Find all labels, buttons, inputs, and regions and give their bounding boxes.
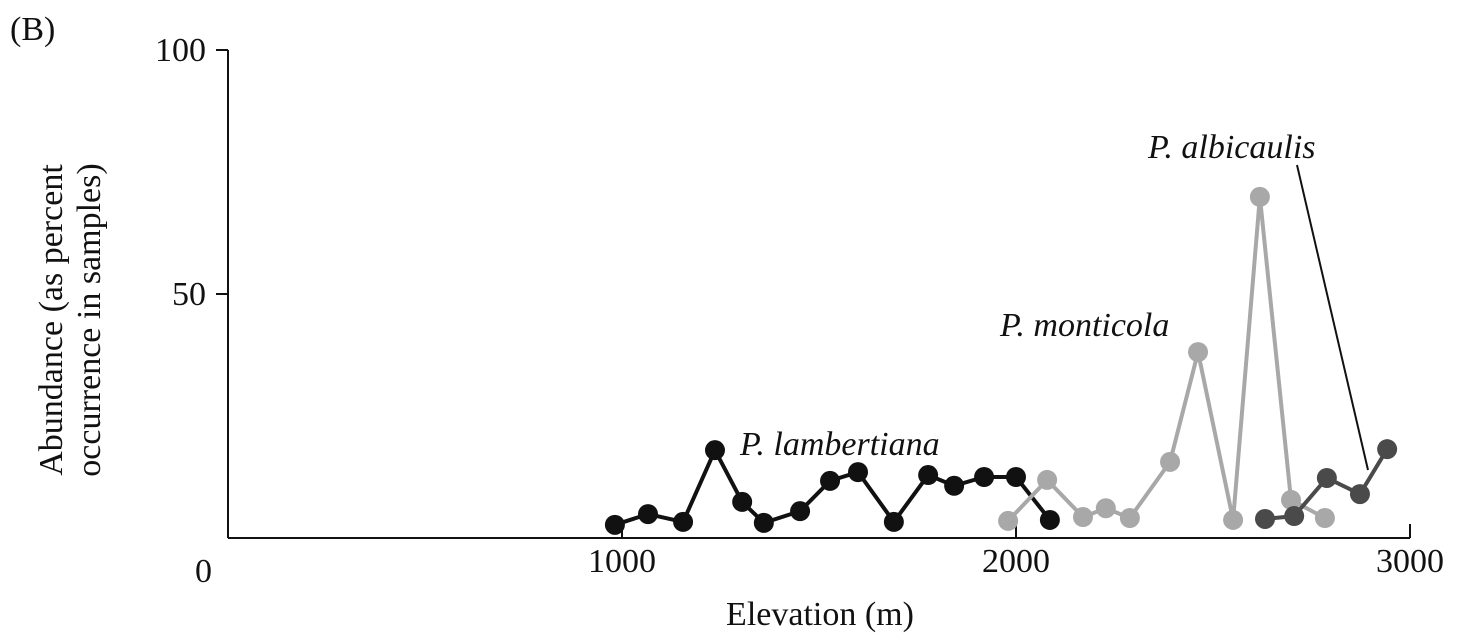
y-tick-label: 50 <box>172 276 206 313</box>
data-point <box>918 465 939 486</box>
data-point <box>1188 342 1209 363</box>
data-point <box>1072 507 1093 528</box>
data-point <box>753 512 774 533</box>
y-tick-label: 0 <box>195 553 212 590</box>
data-point <box>1284 506 1305 527</box>
leader-line <box>1296 164 1369 471</box>
data-point <box>974 467 995 487</box>
series-line <box>1006 196 1326 523</box>
y-axis-label-line: Abundance (as percent <box>33 164 70 476</box>
data-point <box>1281 489 1302 510</box>
data-point <box>638 504 659 525</box>
x-axis-label: Elevation (m) <box>726 596 914 633</box>
data-point <box>704 440 725 461</box>
data-point <box>820 470 841 491</box>
y-axis-label: Abundance (as percent occurrence in samp… <box>33 163 108 476</box>
data-point <box>1377 439 1398 460</box>
data-point <box>1006 467 1026 487</box>
y-axis-label-line: occurrence in samples) <box>71 163 108 476</box>
data-point <box>673 511 694 532</box>
series-annotation: P. monticola <box>999 307 1169 344</box>
data-point <box>1255 508 1276 529</box>
x-tick-label: 2000 <box>982 543 1050 580</box>
data-point <box>883 511 904 532</box>
y-tick-label: 100 <box>155 32 206 69</box>
panel-label: (B) <box>10 11 55 48</box>
x-tick-label: 1000 <box>588 543 656 580</box>
x-tick-label: 3000 <box>1376 543 1444 580</box>
data-point <box>1095 498 1116 519</box>
data-point <box>1349 484 1370 505</box>
data-point <box>1249 186 1270 207</box>
series-annotation: P. lambertiana <box>739 426 940 463</box>
data-point <box>998 510 1019 531</box>
data-point <box>1160 451 1181 472</box>
data-point <box>1223 509 1244 530</box>
data-point <box>732 491 753 512</box>
data-point <box>604 514 625 535</box>
data-point <box>848 462 869 483</box>
data-point <box>1314 507 1335 528</box>
data-point <box>1039 509 1060 530</box>
data-point <box>790 501 811 522</box>
series-annotation: P. albicaulis <box>1147 129 1316 166</box>
data-point <box>944 475 965 496</box>
data-point <box>1037 469 1058 490</box>
data-point <box>1119 507 1140 528</box>
data-point <box>1316 467 1337 488</box>
